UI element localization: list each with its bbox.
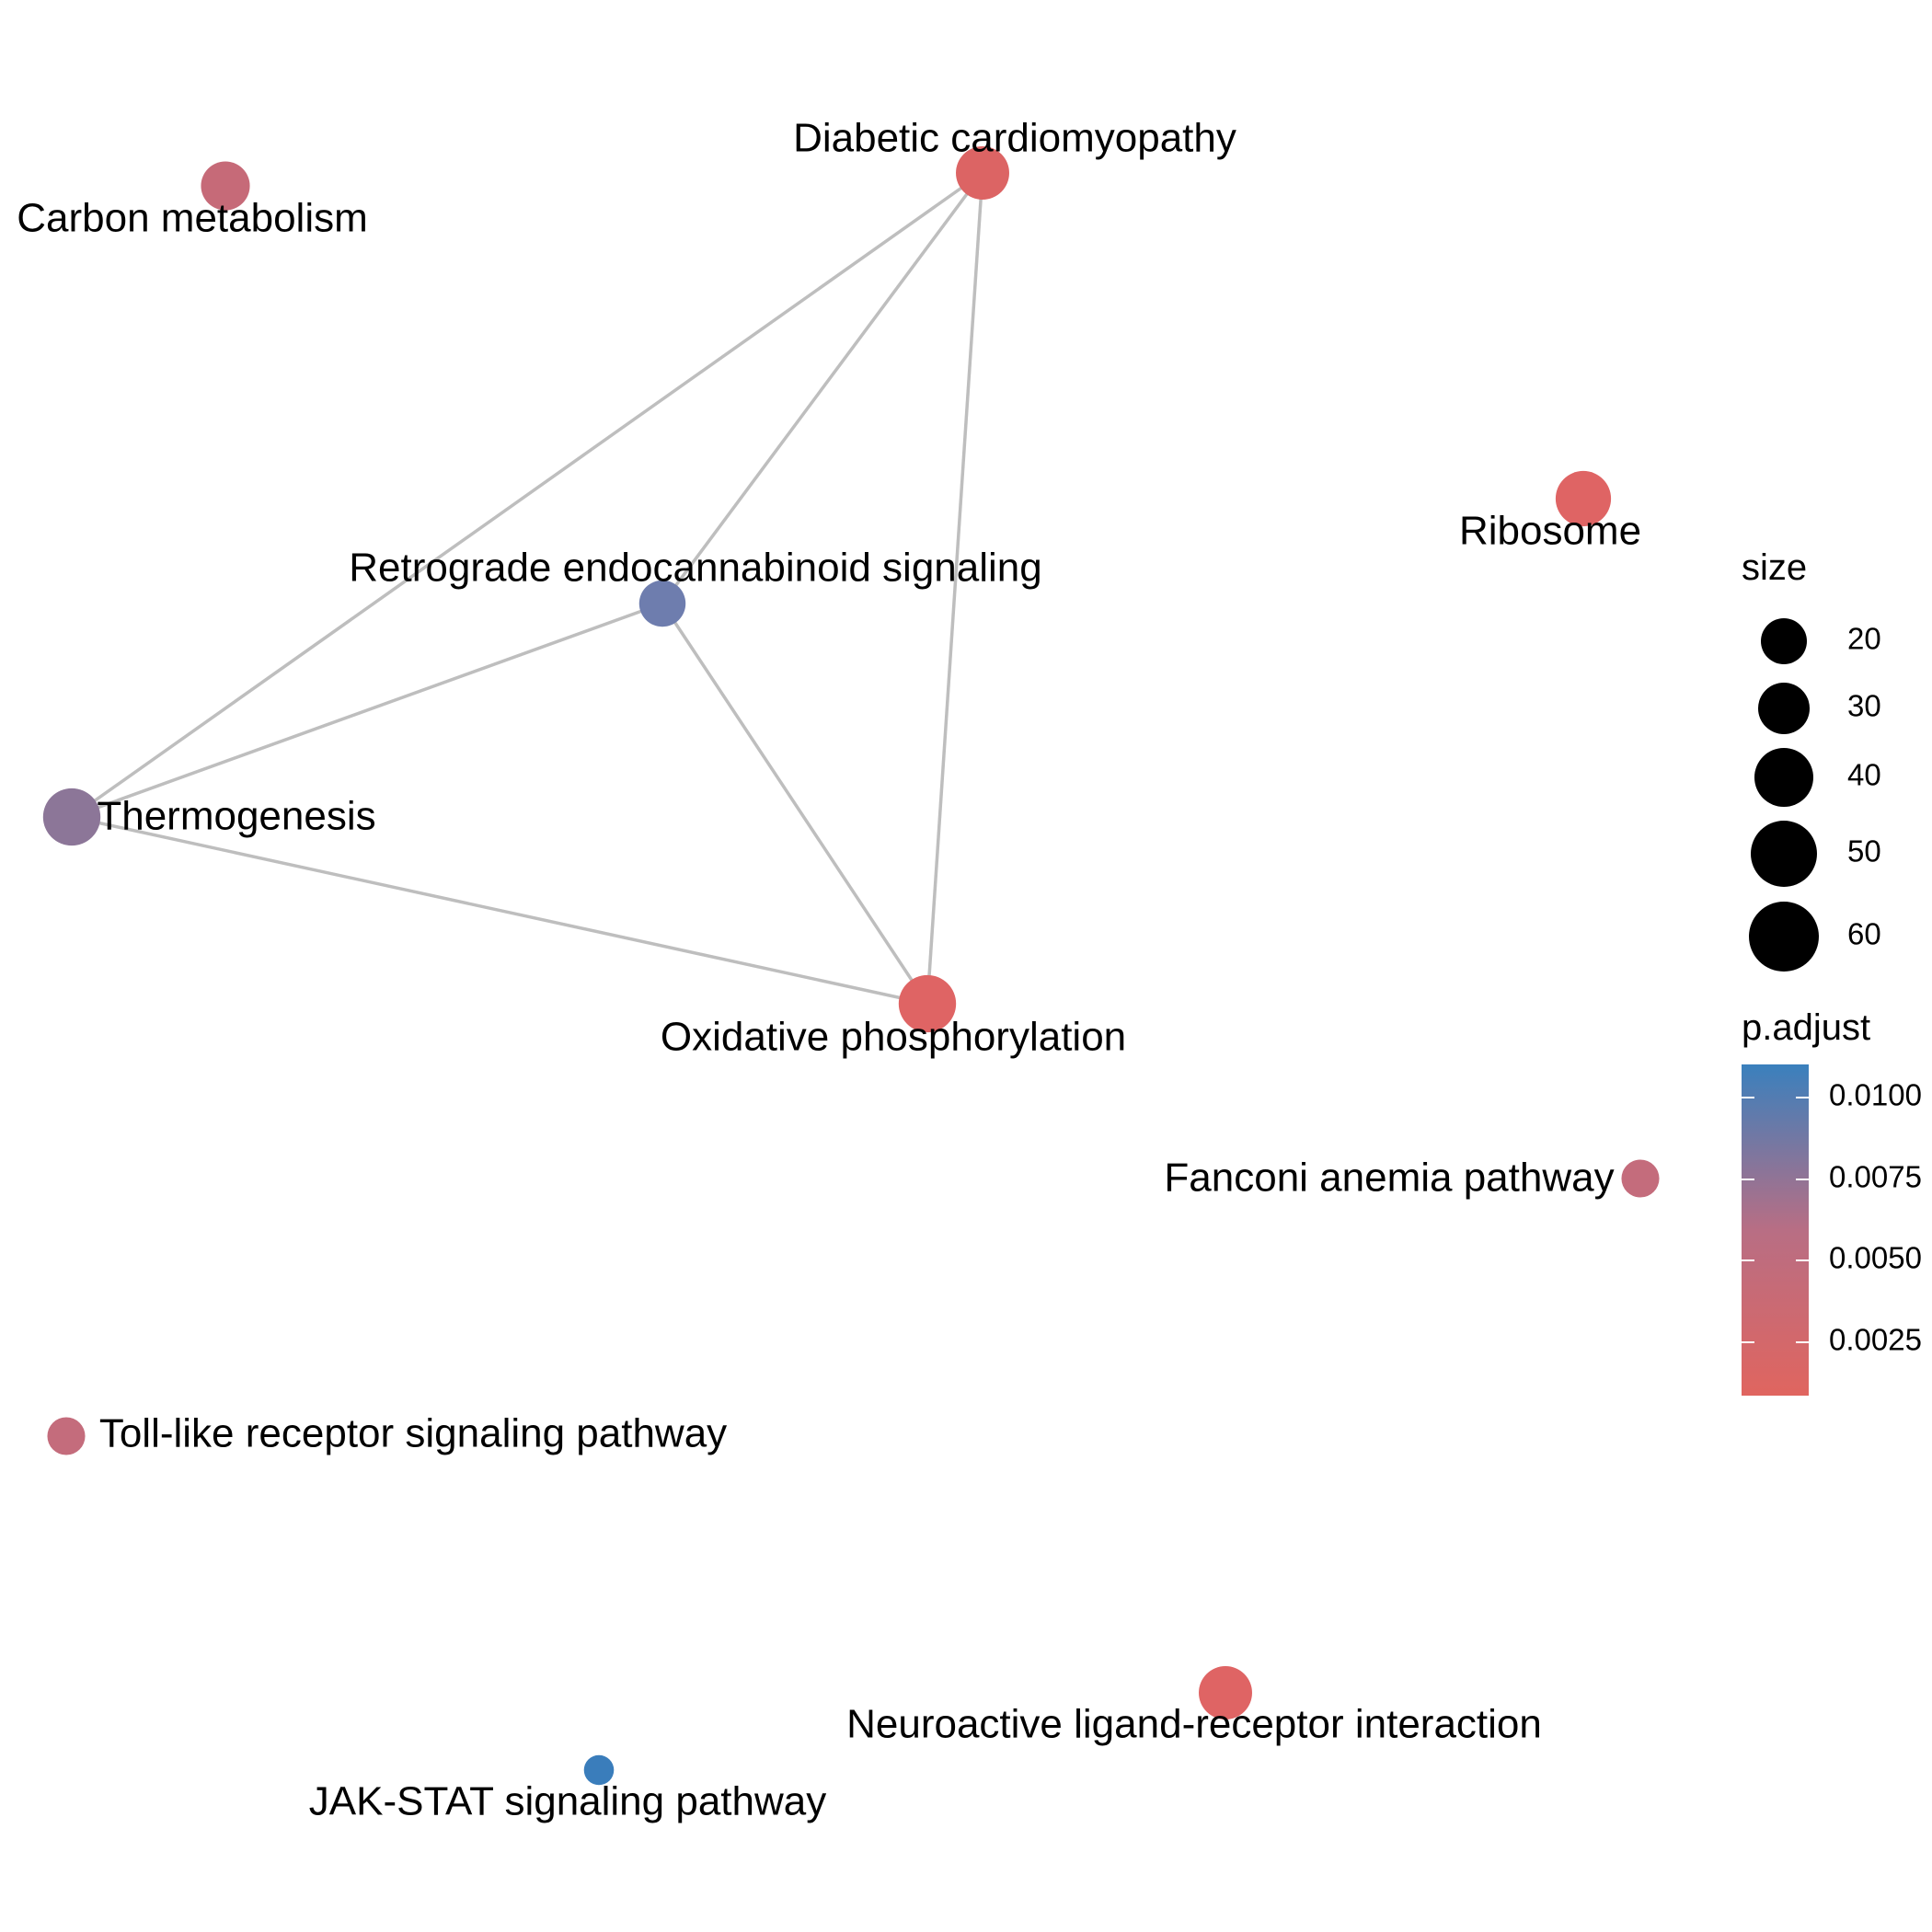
size-legend-label: 40 xyxy=(1847,758,1881,792)
node-label-thermogenesis: Thermogenesis xyxy=(97,794,375,839)
node-label-fanconi: Fanconi anemia pathway xyxy=(1164,1156,1614,1201)
label-layer: Diabetic cardiomyopathy Carbon metabolism… xyxy=(17,116,1641,1824)
edge-retrograde-thermogenesis xyxy=(71,602,663,819)
edge-diabetic-oxphos xyxy=(926,172,984,1005)
color-legend-colorbar xyxy=(1742,1064,1809,1396)
size-legend: size 20 30 40 50 60 xyxy=(1742,547,1881,972)
node-neuroactive[interactable] xyxy=(1199,1666,1252,1719)
node-diabetic[interactable] xyxy=(956,146,1009,200)
edge-retrograde-oxphos xyxy=(661,603,929,1005)
edge-thermogenesis-oxphos xyxy=(71,815,928,1006)
size-legend-key xyxy=(1751,821,1817,887)
node-label-ribosome: Ribosome xyxy=(1459,509,1641,554)
edge-diabetic-retrograde xyxy=(661,171,984,605)
node-oxphos[interactable] xyxy=(898,974,957,1033)
size-legend-label: 50 xyxy=(1847,834,1881,868)
node-label-diabetic: Diabetic cardiomyopathy xyxy=(793,116,1236,161)
size-legend-key xyxy=(1758,683,1810,734)
node-carbon[interactable] xyxy=(201,161,250,211)
color-legend-tick-label: 0.0050 xyxy=(1829,1241,1922,1275)
size-legend-key xyxy=(1749,902,1819,972)
node-jakstat[interactable] xyxy=(583,1754,615,1786)
color-legend-tick-label: 0.0025 xyxy=(1829,1323,1922,1357)
node-retrograde[interactable] xyxy=(638,580,686,627)
size-legend-key xyxy=(1754,748,1813,807)
color-legend-tick-label: 0.0075 xyxy=(1829,1160,1922,1194)
size-legend-title: size xyxy=(1742,547,1807,588)
size-legend-key xyxy=(1761,618,1807,664)
color-legend: p.adjust 0.0100 0.0075 0.0050 0.0025 xyxy=(1742,1007,1922,1396)
edge-layer xyxy=(70,171,984,1006)
node-label-retrograde: Retrograde endocannabinoid signaling xyxy=(349,546,1041,591)
size-legend-label: 30 xyxy=(1847,689,1881,723)
color-legend-title: p.adjust xyxy=(1742,1007,1870,1048)
edge-diabetic-thermogenesis xyxy=(70,171,984,819)
node-label-toll: Toll-like receptor signaling pathway xyxy=(99,1411,727,1456)
node-label-oxphos: Oxidative phosphorylation xyxy=(661,1015,1126,1060)
size-legend-label: 20 xyxy=(1847,622,1881,656)
node-label-jakstat: JAK-STAT signaling pathway xyxy=(309,1779,826,1824)
node-thermogenesis[interactable] xyxy=(42,788,101,846)
node-ribosome[interactable] xyxy=(1555,470,1612,527)
color-legend-tick-label: 0.0100 xyxy=(1829,1078,1922,1112)
size-legend-label: 60 xyxy=(1847,917,1881,951)
node-label-neuroactive: Neuroactive ligand-receptor interaction xyxy=(846,1702,1542,1747)
node-fanconi[interactable] xyxy=(1621,1159,1660,1198)
node-toll[interactable] xyxy=(47,1417,86,1455)
node-label-carbon: Carbon metabolism xyxy=(17,196,368,241)
node-layer xyxy=(42,146,1660,1786)
